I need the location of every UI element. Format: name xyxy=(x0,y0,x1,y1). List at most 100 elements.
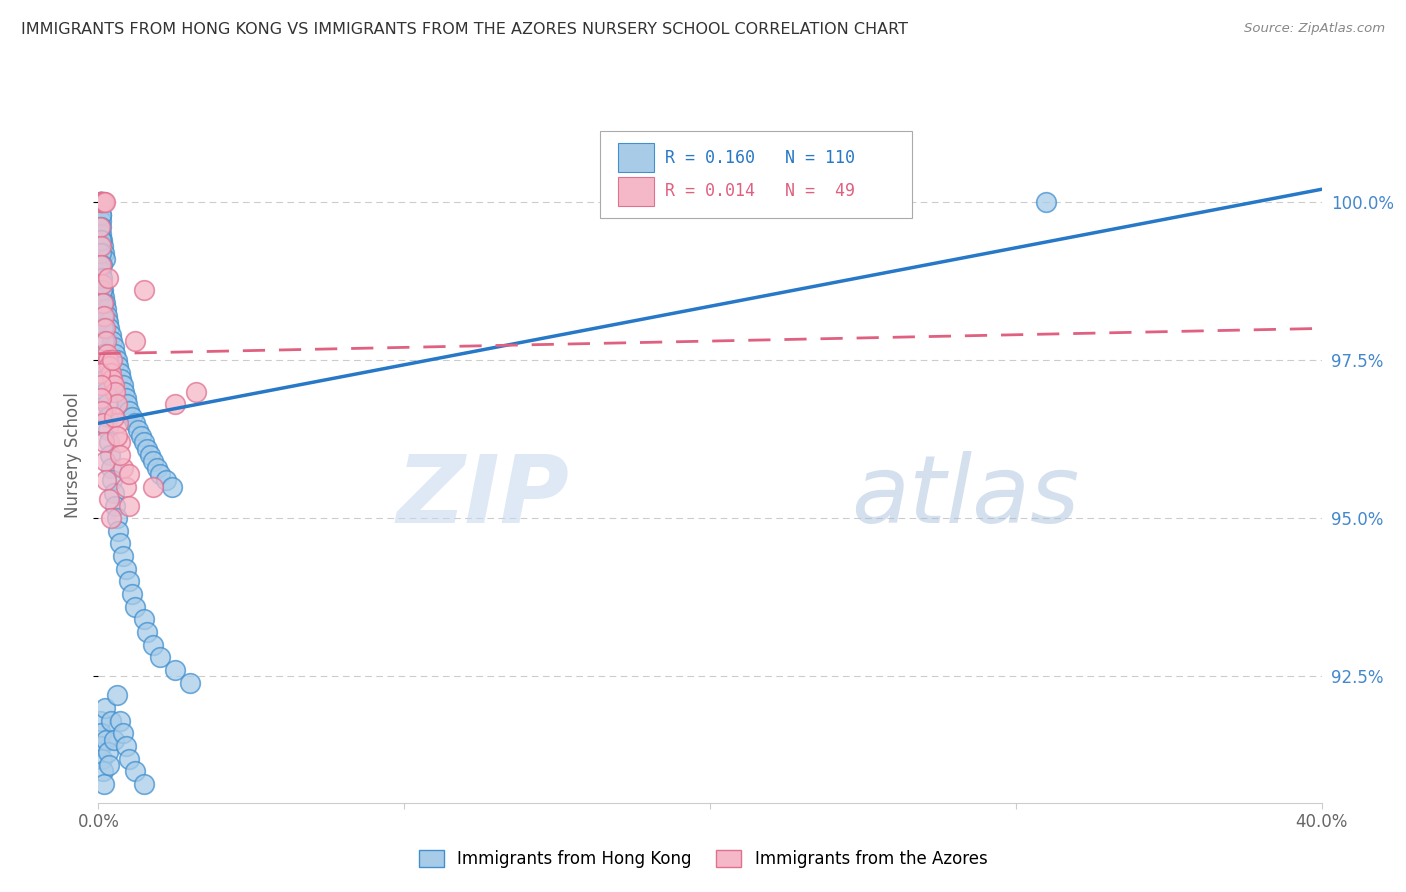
Point xyxy=(163,663,186,677)
Point xyxy=(163,397,186,411)
Point xyxy=(90,245,112,260)
Point xyxy=(97,270,120,285)
Point xyxy=(101,353,124,368)
Point xyxy=(91,233,114,247)
Point xyxy=(111,549,134,563)
Point xyxy=(91,194,114,209)
Point xyxy=(90,739,112,753)
Point xyxy=(118,467,141,481)
FancyBboxPatch shape xyxy=(600,131,912,219)
Point xyxy=(115,479,138,493)
Point xyxy=(134,777,156,791)
Point xyxy=(91,309,114,323)
Point xyxy=(139,448,162,462)
Point xyxy=(96,397,118,411)
Point xyxy=(90,233,112,247)
Point xyxy=(155,473,177,487)
Text: R = 0.160   N = 110: R = 0.160 N = 110 xyxy=(665,149,855,167)
Point xyxy=(93,347,115,361)
Point xyxy=(118,403,141,417)
Point xyxy=(93,359,115,374)
Point xyxy=(111,726,134,740)
Point xyxy=(100,511,122,525)
Point xyxy=(107,524,129,538)
Point xyxy=(91,277,114,292)
Point xyxy=(103,486,125,500)
Point xyxy=(160,479,183,493)
Point xyxy=(134,612,156,626)
Point xyxy=(98,757,121,772)
Point xyxy=(97,409,120,424)
Point xyxy=(100,714,122,728)
Point xyxy=(90,270,112,285)
Point xyxy=(90,194,112,209)
Point xyxy=(94,384,117,399)
Point xyxy=(124,334,146,348)
Point xyxy=(90,194,112,209)
Point xyxy=(91,284,114,298)
Point xyxy=(105,429,128,443)
Point xyxy=(94,372,117,386)
Point xyxy=(142,479,165,493)
Point xyxy=(89,366,111,380)
Point xyxy=(105,511,128,525)
Point xyxy=(90,214,112,228)
Point xyxy=(90,220,112,235)
Legend: Immigrants from Hong Kong, Immigrants from the Azores: Immigrants from Hong Kong, Immigrants fr… xyxy=(412,843,994,875)
Point xyxy=(121,587,143,601)
Point xyxy=(118,499,141,513)
Point xyxy=(91,417,114,431)
Point xyxy=(93,309,115,323)
Point xyxy=(124,599,146,614)
Point xyxy=(97,315,120,329)
Point xyxy=(108,714,131,728)
Point xyxy=(118,751,141,765)
Point xyxy=(89,258,111,272)
Point xyxy=(98,435,121,450)
Point xyxy=(108,448,131,462)
Point xyxy=(108,536,131,550)
Point xyxy=(91,321,114,335)
Point xyxy=(91,403,114,417)
Text: R = 0.014   N =  49: R = 0.014 N = 49 xyxy=(665,182,855,200)
Point xyxy=(111,378,134,392)
Point xyxy=(103,378,125,392)
Point xyxy=(90,208,112,222)
Point xyxy=(90,726,112,740)
Point xyxy=(93,194,115,209)
Point xyxy=(90,258,112,272)
Point xyxy=(89,714,111,728)
Point xyxy=(118,574,141,589)
Point xyxy=(90,391,112,405)
Point xyxy=(104,499,127,513)
Point xyxy=(142,454,165,468)
Point xyxy=(100,327,122,342)
Point xyxy=(145,460,167,475)
Point xyxy=(127,423,149,437)
Point xyxy=(90,208,112,222)
Point xyxy=(89,194,111,209)
Point xyxy=(124,764,146,779)
Point xyxy=(93,777,115,791)
Point xyxy=(97,353,120,368)
Point xyxy=(103,340,125,354)
Point xyxy=(91,751,114,765)
Point xyxy=(98,359,121,374)
Point xyxy=(101,473,124,487)
Point xyxy=(121,409,143,424)
Point xyxy=(97,745,120,759)
Point xyxy=(93,252,115,266)
Point xyxy=(110,372,132,386)
Y-axis label: Nursery School: Nursery School xyxy=(63,392,82,518)
Text: IMMIGRANTS FROM HONG KONG VS IMMIGRANTS FROM THE AZORES NURSERY SCHOOL CORRELATI: IMMIGRANTS FROM HONG KONG VS IMMIGRANTS … xyxy=(21,22,908,37)
Point xyxy=(89,201,111,215)
Point xyxy=(93,701,115,715)
Point xyxy=(93,435,115,450)
Point xyxy=(91,764,114,779)
Point xyxy=(93,194,115,209)
Point xyxy=(89,194,111,209)
Point xyxy=(186,384,208,399)
Point xyxy=(94,321,117,335)
Point xyxy=(101,334,124,348)
Point xyxy=(89,194,111,209)
